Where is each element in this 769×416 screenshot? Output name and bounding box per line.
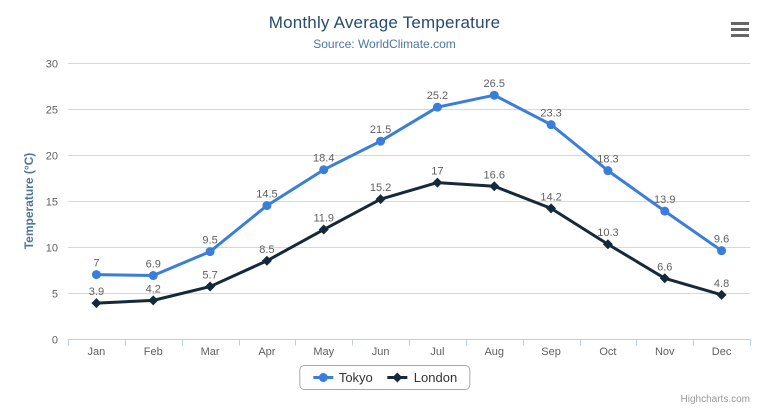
x-axis-label: Oct bbox=[599, 346, 616, 358]
data-label-tokyo-sep: 23.3 bbox=[540, 108, 561, 120]
data-label-tokyo-nov: 13.9 bbox=[654, 194, 675, 206]
data-label-tokyo-jul: 25.2 bbox=[427, 90, 448, 102]
legend-label-london: London bbox=[413, 370, 458, 385]
hamburger-bar bbox=[731, 27, 749, 31]
point-london-may[interactable] bbox=[318, 224, 329, 235]
data-label-london-aug: 16.6 bbox=[484, 169, 505, 181]
point-london-jan[interactable] bbox=[91, 298, 102, 309]
hamburger-icon bbox=[731, 21, 749, 25]
x-axis-label: Sep bbox=[541, 346, 561, 358]
data-label-tokyo-aug: 26.5 bbox=[484, 78, 505, 90]
point-london-jun[interactable] bbox=[375, 194, 386, 205]
data-label-tokyo-jun: 21.5 bbox=[370, 124, 391, 136]
x-axis-label: Apr bbox=[258, 346, 275, 358]
data-label-tokyo-dec: 9.6 bbox=[714, 234, 729, 246]
chart-subtitle: Source: WorldClimate.com bbox=[313, 37, 456, 51]
point-tokyo-jun[interactable] bbox=[376, 136, 386, 146]
context-menu-button[interactable] bbox=[729, 19, 751, 39]
y-axis-label: 25 bbox=[46, 105, 58, 117]
point-tokyo-aug[interactable] bbox=[489, 90, 499, 100]
point-tokyo-jul[interactable] bbox=[432, 102, 442, 112]
chart-title: Monthly Average Temperature bbox=[268, 13, 501, 32]
x-axis-label: May bbox=[313, 346, 334, 358]
point-tokyo-mar[interactable] bbox=[205, 247, 215, 257]
data-label-london-sep: 14.2 bbox=[540, 191, 561, 203]
data-label-london-jan: 3.9 bbox=[89, 286, 104, 298]
data-label-tokyo-mar: 9.5 bbox=[202, 235, 217, 247]
data-label-tokyo-apr: 14.5 bbox=[256, 189, 277, 201]
point-tokyo-may[interactable] bbox=[319, 165, 329, 175]
point-london-nov[interactable] bbox=[659, 273, 670, 284]
legend-label-tokyo: Tokyo bbox=[338, 370, 373, 385]
data-label-london-feb: 4.2 bbox=[146, 283, 161, 295]
point-london-oct[interactable] bbox=[602, 239, 613, 250]
data-label-tokyo-oct: 18.3 bbox=[597, 154, 618, 166]
data-label-london-jul: 17 bbox=[431, 166, 443, 178]
legend-item-tokyo[interactable]: Tokyo bbox=[312, 370, 373, 385]
tokyo-marker-icon bbox=[312, 373, 333, 382]
data-label-london-mar: 5.7 bbox=[202, 270, 217, 282]
point-tokyo-sep[interactable] bbox=[546, 120, 556, 130]
legend: Tokyo London bbox=[298, 365, 471, 390]
point-tokyo-dec[interactable] bbox=[717, 246, 727, 256]
data-label-london-jun: 15.2 bbox=[370, 182, 391, 194]
x-axis-label: Dec bbox=[712, 346, 732, 358]
series-line-tokyo bbox=[94, 93, 724, 278]
point-london-aug[interactable] bbox=[489, 181, 500, 192]
y-axis-label: 15 bbox=[46, 197, 58, 209]
data-label-london-may: 11.9 bbox=[313, 213, 334, 225]
y-axis-label: 5 bbox=[52, 289, 58, 301]
london-marker-icon bbox=[387, 372, 408, 383]
hamburger-bar bbox=[731, 33, 749, 37]
point-london-apr[interactable] bbox=[261, 255, 272, 266]
data-label-tokyo-may: 18.4 bbox=[313, 153, 334, 165]
point-tokyo-jan[interactable] bbox=[91, 270, 101, 280]
series-line-london bbox=[94, 181, 724, 305]
legend-item-london[interactable]: London bbox=[387, 370, 457, 385]
data-label-london-nov: 6.6 bbox=[657, 261, 672, 273]
data-label-tokyo-feb: 6.9 bbox=[146, 259, 161, 271]
point-london-sep[interactable] bbox=[546, 203, 557, 214]
y-axis-label: 20 bbox=[46, 151, 58, 163]
data-label-london-dec: 4.8 bbox=[714, 278, 729, 290]
y-axis-label: 0 bbox=[52, 335, 58, 347]
point-tokyo-oct[interactable] bbox=[603, 166, 613, 176]
point-london-mar[interactable] bbox=[205, 281, 216, 292]
y-axis-label: 10 bbox=[46, 243, 58, 255]
x-axis-label: Feb bbox=[144, 346, 163, 358]
x-axis-label: Jan bbox=[88, 346, 106, 358]
data-label-london-apr: 8.5 bbox=[259, 244, 274, 256]
point-london-dec[interactable] bbox=[716, 289, 727, 300]
y-axis-label: 30 bbox=[46, 59, 58, 71]
x-axis-label: Aug bbox=[484, 346, 504, 358]
data-label-tokyo-jan: 7 bbox=[93, 258, 99, 270]
x-axis-label: Jul bbox=[430, 346, 444, 358]
x-axis-label: Jun bbox=[372, 346, 390, 358]
point-tokyo-nov[interactable] bbox=[660, 206, 670, 216]
data-label-london-oct: 10.3 bbox=[597, 227, 618, 239]
point-tokyo-apr[interactable] bbox=[262, 201, 272, 211]
point-london-feb[interactable] bbox=[148, 295, 159, 306]
x-axis-label: Nov bbox=[655, 346, 675, 358]
x-axis-label: Mar bbox=[201, 346, 220, 358]
point-london-jul[interactable] bbox=[432, 177, 443, 188]
point-tokyo-feb[interactable] bbox=[148, 271, 158, 281]
credits-link[interactable]: Highcharts.com bbox=[680, 394, 750, 405]
